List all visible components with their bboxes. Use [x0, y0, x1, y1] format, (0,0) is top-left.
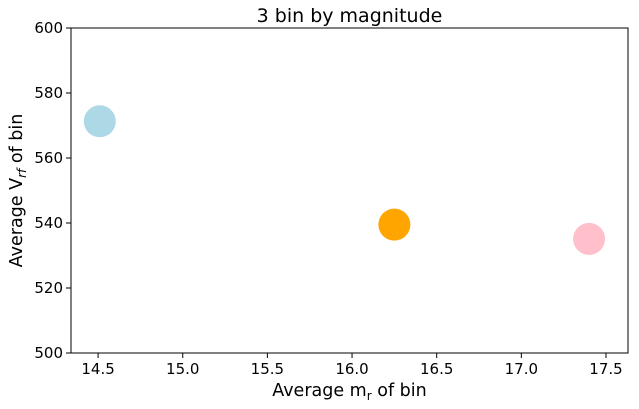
x-tick-label: 17.5: [589, 360, 622, 378]
x-tick-label: 14.5: [81, 360, 114, 378]
data-points: [83, 105, 606, 255]
plot-frame: [70, 27, 629, 354]
scatter-point: [378, 208, 411, 241]
x-tick-label: 15.0: [166, 360, 199, 378]
y-tick-label: 560: [34, 149, 63, 167]
y-axis-ticks: 500 520 540 560 580 600: [34, 19, 71, 362]
y-tick-label: 520: [34, 279, 63, 297]
x-tick-label: 16.5: [420, 360, 453, 378]
scatter-point: [573, 222, 606, 255]
scatter-point: [83, 105, 116, 138]
x-tick-label: 17.0: [505, 360, 538, 378]
x-axis-label: Average mr of bin: [272, 381, 426, 403]
chart-title: 3 bin by magnitude: [257, 5, 443, 27]
y-tick-label: 600: [34, 19, 63, 37]
y-tick-label: 500: [34, 344, 63, 362]
x-axis-ticks: 14.5 15.0 15.5 16.0 16.5 17.0 17.5: [81, 353, 623, 378]
y-tick-label: 580: [34, 84, 63, 102]
y-tick-label: 540: [34, 214, 63, 232]
x-tick-label: 15.5: [251, 360, 284, 378]
y-axis-label: Average Vrf of bin: [7, 114, 29, 268]
x-tick-label: 16.0: [335, 360, 368, 378]
